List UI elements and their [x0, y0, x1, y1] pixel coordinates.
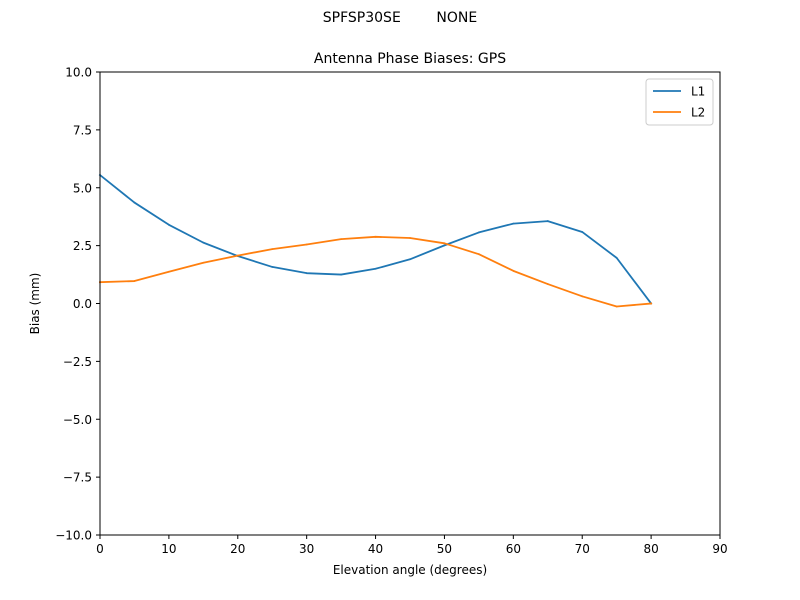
data-point-l2 — [167, 270, 170, 273]
x-tick-label: 80 — [643, 542, 658, 556]
data-point-l1 — [271, 266, 274, 268]
x-tick-label: 30 — [299, 542, 314, 556]
chart-title: Antenna Phase Biases: GPS — [314, 51, 506, 67]
data-point-l2 — [615, 305, 618, 308]
x-tick-label: 90 — [712, 542, 727, 556]
data-point-l2 — [133, 280, 136, 282]
data-point-l2 — [650, 302, 653, 305]
x-tick-label: 10 — [161, 542, 176, 556]
data-point-l1 — [477, 231, 480, 234]
y-tick-label: 10.0 — [65, 66, 92, 80]
x-tick-label: 70 — [575, 542, 590, 556]
data-point-l1 — [202, 241, 205, 244]
data-point-l1 — [409, 258, 411, 261]
x-axis-ticks: 0 10 20 30 40 50 60 70 80 90 — [96, 535, 728, 556]
y-axis-label: Bias (mm) — [28, 273, 42, 335]
legend-label-l1: L1 — [691, 85, 705, 99]
data-point-l2 — [374, 235, 377, 238]
x-tick-label: 40 — [368, 542, 383, 556]
data-point-l2 — [340, 238, 343, 241]
data-point-l2 — [271, 248, 274, 250]
data-point-l2 — [512, 269, 515, 272]
data-point-l1 — [443, 244, 446, 247]
data-point-l2 — [236, 254, 239, 257]
data-point-l2 — [409, 237, 411, 239]
legend: L1 L2 — [645, 78, 714, 126]
data-point-l1 — [167, 223, 170, 226]
legend-label-l2: L2 — [691, 106, 705, 120]
x-tick-label: 20 — [230, 542, 245, 556]
y-tick-label: −10.0 — [55, 529, 92, 543]
y-tick-label: 7.5 — [73, 123, 92, 137]
x-tick-label: 60 — [506, 542, 521, 556]
x-tick-label: 50 — [437, 542, 452, 556]
data-point-l1 — [340, 273, 343, 276]
data-point-l1 — [374, 267, 377, 270]
x-tick-label: 0 — [96, 542, 104, 556]
y-tick-label: −2.5 — [63, 355, 92, 369]
y-tick-label: −5.0 — [63, 413, 92, 427]
data-point-l1 — [133, 201, 136, 204]
data-point-l1 — [615, 256, 618, 259]
x-axis-label: Elevation angle (degrees) — [333, 563, 487, 577]
data-point-l2 — [443, 242, 446, 245]
data-point-l1 — [512, 222, 515, 225]
data-point-l2 — [477, 253, 480, 256]
y-tick-label: −7.5 — [63, 471, 92, 485]
data-point-l2 — [305, 243, 308, 246]
y-axis-ticks: −10.0 −7.5 −5.0 −2.5 0.0 2.5 5.0 7.5 10.0 — [55, 66, 100, 543]
y-tick-label: 5.0 — [73, 181, 92, 195]
data-point-l2 — [581, 295, 584, 298]
y-tick-label: 0.0 — [73, 297, 92, 311]
data-point-l1 — [305, 272, 308, 275]
data-point-l2 — [546, 283, 549, 285]
data-point-l1 — [581, 231, 584, 233]
figure-suptitle: SPFSP30SE NONE — [322, 10, 478, 26]
plot-area — [98, 71, 721, 536]
data-point-l2 — [202, 261, 205, 264]
series-layer — [98, 173, 653, 308]
data-point-l1 — [546, 220, 549, 222]
y-tick-label: 2.5 — [73, 239, 92, 253]
plot-frame — [100, 72, 720, 535]
